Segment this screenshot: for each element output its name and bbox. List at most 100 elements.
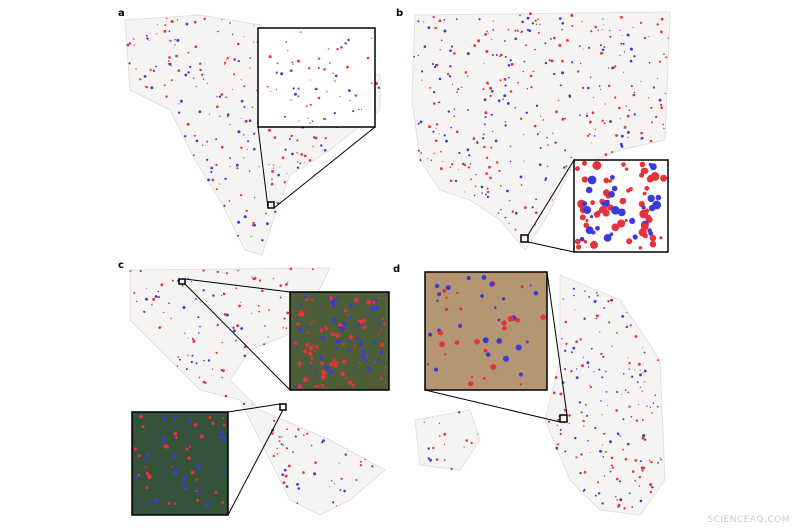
pixel (283, 468, 287, 472)
pixel (491, 38, 493, 40)
pixel (237, 42, 240, 46)
pixel (619, 197, 627, 205)
pixel (574, 309, 576, 311)
pixel (314, 461, 317, 464)
pixel (313, 372, 317, 375)
pixel (165, 445, 170, 449)
pixel (279, 284, 283, 287)
pixel (193, 423, 198, 427)
pixel (640, 460, 642, 463)
pixel (435, 127, 437, 129)
pixel (221, 501, 225, 504)
pixel (133, 38, 135, 40)
pixel (530, 86, 533, 89)
pixel (656, 23, 659, 26)
pixel (468, 381, 473, 387)
pixel (507, 28, 510, 31)
pixel (300, 153, 304, 156)
pixel (358, 108, 360, 111)
pixel (144, 457, 148, 462)
pixel (579, 472, 582, 475)
pixel (611, 185, 618, 192)
pixel (564, 408, 566, 410)
pixel (184, 332, 186, 334)
pixel (327, 48, 330, 50)
pixel (494, 306, 497, 309)
pixel (432, 446, 435, 450)
pixel (146, 503, 149, 506)
pixel (437, 292, 442, 297)
pixel (442, 288, 447, 293)
pixel (251, 276, 253, 278)
pixel (331, 297, 337, 303)
pixel (436, 299, 439, 302)
pixel (439, 167, 443, 171)
pixel (421, 79, 423, 81)
pixel (297, 428, 300, 431)
pixel (164, 469, 167, 472)
pixel (372, 379, 375, 381)
pixel (220, 93, 224, 96)
pixel (380, 329, 383, 331)
pixel (216, 323, 219, 327)
pixel (657, 359, 660, 362)
pixel (303, 295, 307, 299)
pixel (649, 240, 657, 248)
pixel (190, 281, 192, 283)
pixel (583, 425, 585, 427)
pixel (193, 20, 197, 24)
pixel (597, 481, 600, 484)
pixel (460, 86, 463, 89)
pixel (617, 219, 626, 228)
pixel (523, 60, 526, 63)
pixel (231, 33, 234, 36)
pixel (333, 482, 335, 485)
pixel (210, 170, 213, 174)
pixel (585, 114, 589, 118)
pixel (435, 458, 439, 461)
pixel (627, 131, 630, 134)
pixel (568, 94, 571, 97)
pixel (172, 416, 177, 421)
pixel (652, 200, 662, 210)
pixel (610, 298, 613, 302)
pixel (559, 428, 562, 431)
pixel (556, 443, 560, 446)
pixel (554, 376, 558, 379)
pixel (660, 458, 663, 461)
pixel (594, 494, 597, 497)
pixel (638, 485, 641, 487)
pixel (358, 361, 361, 364)
pixel (641, 436, 645, 440)
pixel (323, 356, 326, 358)
pixel (457, 88, 460, 91)
pixel (215, 138, 218, 141)
pixel (599, 44, 602, 47)
pixel (604, 153, 608, 156)
pixel (289, 267, 293, 271)
pixel (449, 179, 453, 182)
pixel (354, 297, 359, 303)
pixel (473, 44, 476, 47)
pixel (255, 89, 257, 92)
pixel (290, 134, 293, 138)
pixel (454, 179, 458, 183)
pixel (524, 44, 527, 47)
pixel (335, 339, 339, 344)
pixel (163, 84, 166, 87)
pixel (628, 405, 631, 408)
panel-label: d (393, 264, 400, 275)
pixel (626, 114, 630, 118)
pixel (447, 110, 450, 113)
pixel (615, 477, 619, 481)
pixel (535, 104, 539, 108)
pixel (304, 162, 306, 163)
pixel (602, 355, 605, 358)
pixel (315, 87, 318, 91)
pixel (633, 55, 636, 58)
pixel (374, 298, 378, 303)
pixel (622, 71, 624, 73)
pixel (529, 12, 532, 16)
pixel (590, 200, 596, 206)
pixel (574, 238, 581, 245)
